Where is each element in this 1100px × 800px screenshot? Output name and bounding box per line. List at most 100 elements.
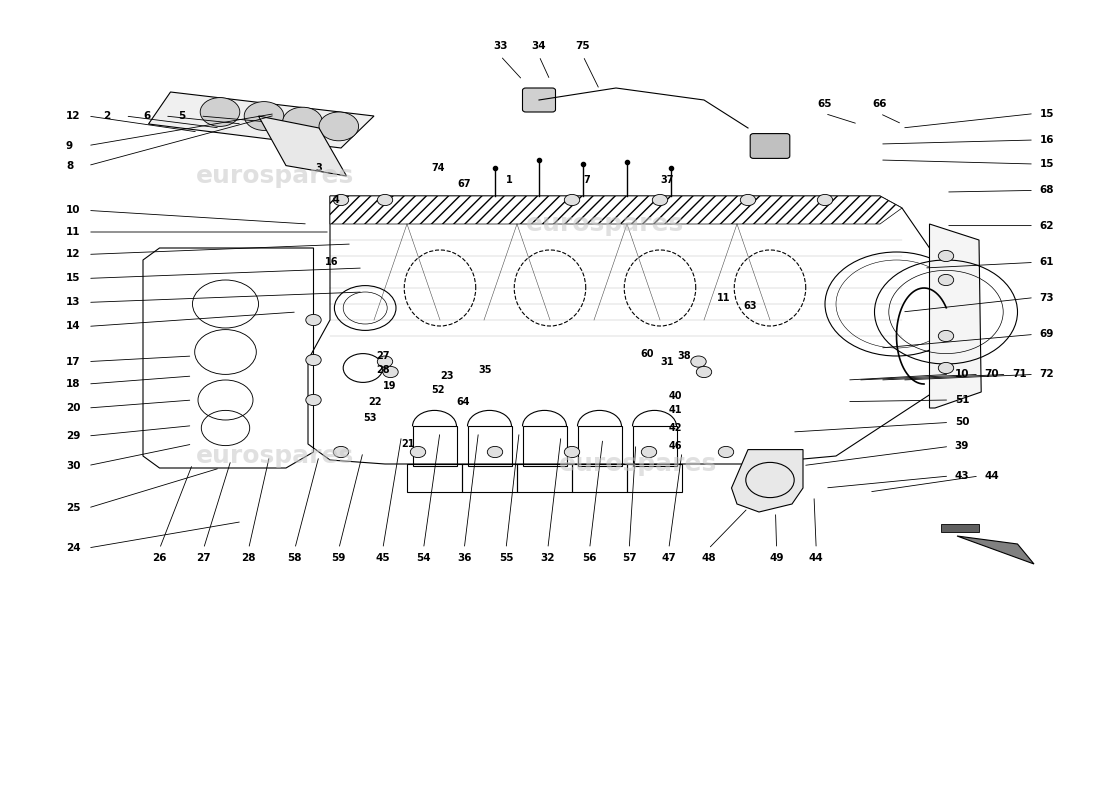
Text: 49: 49	[769, 554, 784, 563]
Text: 30: 30	[66, 461, 80, 470]
Text: 2: 2	[103, 111, 111, 121]
Text: 57: 57	[621, 554, 637, 563]
Polygon shape	[258, 116, 346, 176]
Text: 60: 60	[640, 349, 653, 358]
Text: 21: 21	[402, 439, 415, 449]
Circle shape	[691, 356, 706, 367]
Circle shape	[740, 194, 756, 206]
Text: 51: 51	[955, 395, 969, 405]
Text: 74: 74	[431, 163, 444, 173]
Text: 15: 15	[1040, 159, 1054, 169]
Text: 65: 65	[817, 99, 833, 109]
Circle shape	[306, 354, 321, 366]
Text: 8: 8	[66, 161, 74, 170]
Text: 54: 54	[416, 554, 431, 563]
Text: 22: 22	[368, 397, 382, 406]
FancyBboxPatch shape	[522, 88, 556, 112]
Text: 19: 19	[383, 381, 396, 390]
Text: 7: 7	[583, 175, 590, 185]
Polygon shape	[330, 196, 902, 224]
Circle shape	[938, 250, 954, 262]
Circle shape	[244, 102, 284, 130]
Text: 55: 55	[498, 554, 514, 563]
Text: 61: 61	[1040, 258, 1054, 267]
Circle shape	[383, 366, 398, 378]
Text: 48: 48	[701, 554, 716, 563]
Text: 37: 37	[660, 175, 673, 185]
Text: 52: 52	[431, 386, 444, 395]
Circle shape	[333, 194, 349, 206]
Text: 64: 64	[456, 397, 470, 406]
Polygon shape	[957, 536, 1034, 564]
Text: 6: 6	[143, 111, 151, 121]
Text: 15: 15	[1040, 109, 1054, 118]
Text: 46: 46	[669, 442, 682, 451]
Text: 43: 43	[955, 471, 969, 481]
Circle shape	[652, 194, 668, 206]
Text: 40: 40	[669, 391, 682, 401]
Text: 42: 42	[669, 423, 682, 433]
Circle shape	[696, 366, 712, 378]
Circle shape	[410, 446, 426, 458]
Text: 56: 56	[582, 554, 597, 563]
Text: 4: 4	[332, 195, 339, 205]
Text: 62: 62	[1040, 221, 1054, 230]
Circle shape	[306, 394, 321, 406]
Text: 47: 47	[661, 554, 676, 563]
Text: 12: 12	[66, 111, 80, 121]
Circle shape	[306, 314, 321, 326]
Text: 73: 73	[1040, 293, 1054, 302]
Text: 20: 20	[66, 403, 80, 413]
Circle shape	[938, 330, 954, 342]
Text: 71: 71	[1012, 370, 1026, 379]
Text: 10: 10	[955, 370, 969, 379]
Text: 45: 45	[375, 554, 390, 563]
Circle shape	[377, 356, 393, 367]
Text: eurospares: eurospares	[526, 212, 684, 236]
Text: 12: 12	[66, 250, 80, 259]
Circle shape	[817, 194, 833, 206]
Text: eurospares: eurospares	[196, 164, 354, 188]
Text: 63: 63	[744, 301, 757, 310]
Text: 38: 38	[678, 351, 691, 361]
Circle shape	[718, 446, 734, 458]
Text: 13: 13	[66, 298, 80, 307]
Text: eurospares: eurospares	[559, 452, 717, 476]
Circle shape	[564, 446, 580, 458]
Circle shape	[641, 446, 657, 458]
Text: 31: 31	[660, 357, 673, 366]
Text: 11: 11	[717, 293, 730, 302]
Text: 69: 69	[1040, 330, 1054, 339]
Text: 11: 11	[66, 227, 80, 237]
Text: 66: 66	[872, 99, 888, 109]
Text: 36: 36	[456, 554, 472, 563]
Text: 15: 15	[66, 274, 80, 283]
Text: 44: 44	[808, 554, 824, 563]
Text: 28: 28	[376, 365, 389, 374]
Text: 59: 59	[331, 554, 346, 563]
Text: 10: 10	[66, 206, 80, 215]
Text: 1: 1	[506, 175, 513, 185]
Text: 35: 35	[478, 365, 492, 374]
Text: 3: 3	[316, 163, 322, 173]
Text: 9: 9	[66, 141, 73, 150]
Text: 16: 16	[324, 258, 338, 267]
Text: 41: 41	[669, 405, 682, 414]
Text: 25: 25	[66, 503, 80, 513]
Circle shape	[938, 274, 954, 286]
Text: eurospares: eurospares	[196, 444, 354, 468]
Text: 75: 75	[575, 42, 591, 51]
Text: 23: 23	[440, 371, 453, 381]
Text: 17: 17	[66, 357, 80, 366]
Polygon shape	[930, 224, 981, 408]
Text: 34: 34	[531, 42, 547, 51]
Circle shape	[487, 446, 503, 458]
Text: 68: 68	[1040, 186, 1054, 195]
Text: 24: 24	[66, 543, 80, 553]
Text: 5: 5	[178, 111, 186, 121]
Text: 26: 26	[152, 554, 167, 563]
Text: 72: 72	[1040, 370, 1054, 379]
Circle shape	[377, 194, 393, 206]
Text: 32: 32	[540, 554, 556, 563]
Text: 44: 44	[984, 471, 999, 481]
